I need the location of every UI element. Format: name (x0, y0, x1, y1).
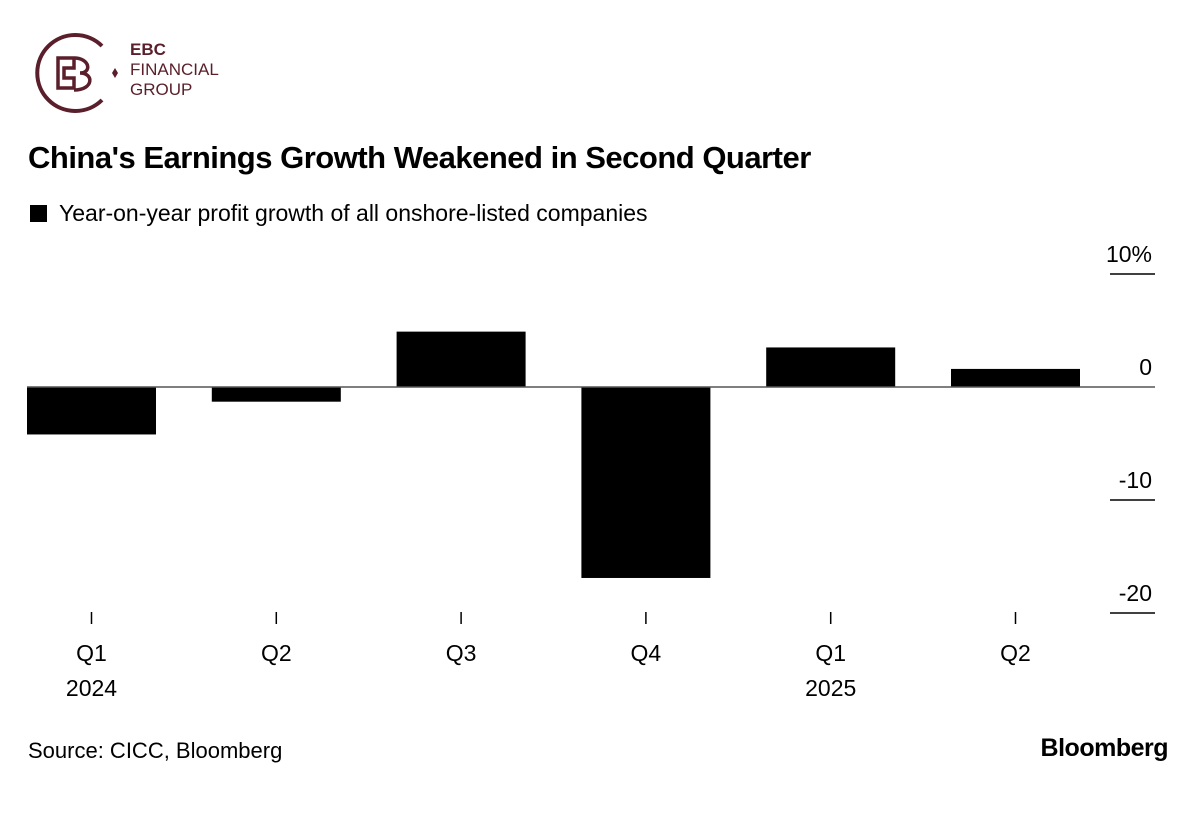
logo-line-2: FINANCIAL (130, 60, 219, 79)
chart-plot: Q1 2024 Q2 Q3 Q4 Q1 2025 Q2 10% 0 -10 -20 (27, 241, 1155, 701)
logo-line-1: EBC (130, 40, 166, 59)
bar-0 (27, 387, 156, 435)
ebc-logo-icon (35, 33, 118, 113)
bar-4 (766, 347, 896, 387)
x-year-label-0: 2024 (66, 675, 117, 701)
y-tick-label-3: -20 (1119, 580, 1152, 606)
y-tick-label-2: -10 (1119, 467, 1152, 493)
x-tick-label-4: Q1 (815, 640, 846, 666)
x-tick-label-0: Q1 (76, 640, 107, 666)
logo-text: EBC FINANCIAL GROUP (130, 40, 219, 100)
y-tick-label-0: 10% (1106, 241, 1152, 267)
x-tick-label-1: Q2 (261, 640, 292, 666)
source-note: Source: CICC, Bloomberg (28, 738, 283, 763)
bar-2 (396, 331, 526, 387)
x-tick-label-5: Q2 (1000, 640, 1031, 666)
y-tick-label-1: 0 (1139, 354, 1152, 380)
bar-5 (951, 368, 1080, 387)
chart-title: China's Earnings Growth Weakened in Seco… (28, 140, 811, 175)
x-tick-label-3: Q4 (631, 640, 662, 666)
bloomberg-brand: Bloomberg (1040, 734, 1169, 762)
x-tick-label-2: Q3 (446, 640, 477, 666)
logo-line-3: GROUP (130, 80, 193, 99)
x-year-label-4: 2025 (805, 675, 856, 701)
bar-3 (581, 387, 711, 578)
legend-label: Year-on-year profit growth of all onshor… (59, 200, 648, 226)
bar-1 (211, 387, 341, 402)
legend-swatch (30, 205, 47, 222)
legend: Year-on-year profit growth of all onshor… (30, 200, 648, 227)
